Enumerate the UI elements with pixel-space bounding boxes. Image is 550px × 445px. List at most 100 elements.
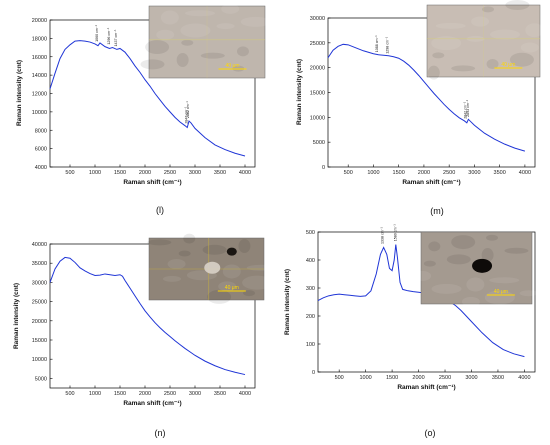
x-tick-label: 3500 — [214, 391, 226, 397]
x-tick-label: 2500 — [164, 391, 176, 397]
x-axis-label: Raman shift (cm⁻¹) — [397, 384, 455, 391]
y-tick-label: 12000 — [32, 92, 47, 98]
micrograph-texture — [427, 65, 440, 80]
micrograph-texture — [147, 239, 172, 246]
micrograph-texture — [489, 29, 520, 40]
peak-label: 1060 cm⁻¹ — [95, 24, 99, 42]
y-tick-label: 200 — [306, 314, 315, 320]
scale-bar-label: 40 μm — [494, 289, 508, 295]
x-tick-label: 1000 — [89, 391, 101, 397]
micrograph-texture — [504, 247, 529, 254]
y-tick-label: 20000 — [310, 66, 325, 72]
micrograph-inset: 40 μm — [140, 3, 271, 79]
micrograph-texture — [435, 22, 466, 29]
panel-o: 500 1000 1500 2000 2500 3000 3500 4000 0 100 200 30… — [284, 224, 538, 438]
micrograph-texture — [461, 296, 480, 307]
micrograph-texture — [431, 36, 462, 51]
micrograph-inset: 40 μm — [147, 233, 277, 304]
x-tick-label: 4000 — [518, 375, 530, 381]
micrograph-texture — [202, 244, 227, 255]
y-tick-label: 10000 — [32, 110, 47, 116]
micrograph-texture — [481, 248, 494, 263]
micrograph-texture — [200, 52, 225, 59]
y-tick-label: 5000 — [313, 140, 325, 146]
y-tick-label: 400 — [306, 258, 315, 264]
micrograph-texture — [486, 234, 499, 241]
panel-m: 500 1000 1500 2000 2500 3000 3500 4000 0 5000 1000… — [296, 0, 544, 216]
y-tick-label: 6000 — [35, 147, 47, 153]
micrograph-texture — [216, 23, 235, 30]
y-tick-label: 20000 — [32, 18, 47, 24]
micrograph-texture — [240, 16, 271, 27]
micrograph-texture — [423, 260, 436, 267]
y-tick-label: 35000 — [32, 261, 47, 267]
y-tick-label: 40000 — [32, 242, 47, 248]
peak-label: 2893 cm⁻¹ — [466, 99, 470, 117]
x-tick-label: 3000 — [189, 170, 201, 176]
x-tick-label: 4000 — [519, 170, 531, 176]
x-tick-label: 1500 — [393, 170, 405, 176]
micrograph-texture — [140, 59, 165, 70]
micrograph-texture — [471, 16, 490, 27]
x-tick-label: 1000 — [360, 375, 372, 381]
y-axis-label: Raman intensity (cnt) — [284, 269, 291, 335]
peak-label: 1088 cm⁻¹ — [375, 35, 379, 53]
micrograph-texture — [525, 23, 544, 38]
x-axis-label: Raman shift (cm⁻¹) — [123, 179, 181, 186]
micrograph-texture — [246, 264, 277, 271]
peak-label: 2847 cm⁻¹ — [184, 106, 188, 124]
panel-label: (o) — [425, 428, 436, 438]
y-tick-label: 10000 — [310, 115, 325, 121]
micrograph-texture — [181, 39, 194, 46]
panel-n: 500 1000 1500 2000 2500 3000 3500 4000 5000 10000… — [13, 233, 277, 438]
micrograph-texture — [489, 277, 520, 284]
micrograph-texture — [484, 290, 515, 305]
x-tick-label: 500 — [65, 170, 74, 176]
y-tick-label: 500 — [306, 230, 315, 236]
micrograph-texture — [160, 10, 179, 25]
spectrum-line — [327, 43, 526, 152]
x-tick-label: 500 — [344, 170, 353, 176]
peak-label: 1580 cm⁻¹ — [393, 224, 397, 242]
x-tick-label: 2000 — [418, 170, 430, 176]
y-tick-label: 100 — [306, 342, 315, 348]
x-tick-label: 3500 — [494, 170, 506, 176]
micrograph-texture — [509, 52, 534, 67]
peak-label: 1296 cm⁻¹ — [107, 27, 111, 45]
y-tick-label: 25000 — [32, 300, 47, 306]
micrograph-texture — [431, 283, 462, 294]
peak-label: 1298 cm⁻¹ — [385, 36, 389, 54]
dark-particle — [472, 258, 493, 273]
y-tick-label: 300 — [306, 286, 315, 292]
spectrum-line — [317, 244, 525, 358]
micrograph-texture — [185, 10, 216, 17]
y-tick-label: 0 — [322, 165, 325, 171]
x-tick-label: 3000 — [189, 391, 201, 397]
y-tick-label: 18000 — [32, 36, 47, 42]
micrograph-texture — [207, 289, 232, 304]
micrograph-texture — [520, 42, 539, 53]
micrograph-texture — [466, 277, 485, 292]
x-tick-label: 3000 — [468, 170, 480, 176]
peak-label: 2842 cm⁻¹ — [463, 101, 467, 119]
y-tick-label: 14000 — [32, 73, 47, 79]
peak-label: 2882 cm⁻¹ — [186, 100, 190, 118]
x-tick-label: 2000 — [139, 170, 151, 176]
x-tick-label: 3000 — [465, 375, 477, 381]
y-tick-label: 15000 — [32, 338, 47, 344]
x-tick-label: 2500 — [164, 170, 176, 176]
panel-label: (m) — [430, 206, 444, 216]
x-tick-label: 2500 — [439, 375, 451, 381]
x-tick-label: 500 — [65, 391, 74, 397]
y-tick-label: 25000 — [310, 41, 325, 47]
x-tick-label: 4000 — [239, 391, 251, 397]
y-tick-label: 16000 — [32, 55, 47, 61]
micrograph-texture — [221, 3, 240, 14]
y-tick-label: 30000 — [32, 280, 47, 286]
micrograph-texture — [167, 259, 186, 270]
micrograph-texture — [180, 23, 211, 38]
micrograph-texture — [451, 235, 476, 250]
micrograph-texture — [222, 264, 241, 279]
micrograph-texture — [243, 290, 256, 297]
x-tick-label: 1500 — [386, 375, 398, 381]
